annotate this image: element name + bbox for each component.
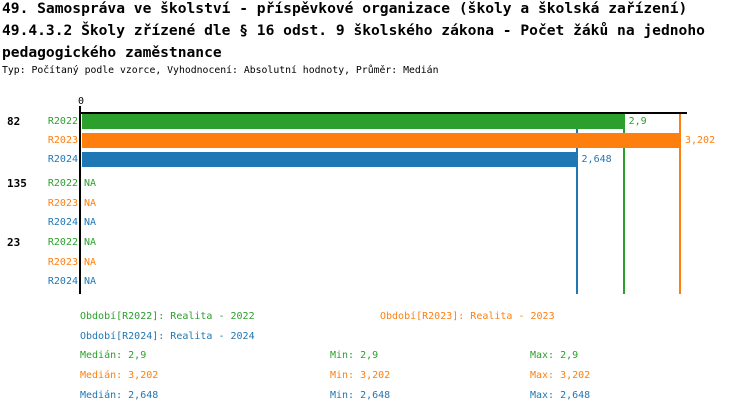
bar-value-label: 2,648	[581, 154, 612, 165]
row-label-r2024: R2024	[47, 276, 78, 287]
stat-max-r2022: Max: 2,9	[530, 350, 579, 361]
row-label-r2022: R2022	[47, 237, 78, 248]
bar-value-label: 3,202	[685, 135, 716, 146]
na-value-label: NA	[84, 217, 97, 228]
axis-origin-label: 0	[77, 96, 85, 107]
x-axis-line	[79, 112, 687, 114]
na-value-label: NA	[84, 237, 97, 248]
na-value-label: NA	[84, 256, 97, 268]
group-label: 135	[7, 176, 27, 190]
group-label: 82	[7, 114, 21, 128]
legend-item-r2024: Období[R2024]: Realita - 2024	[80, 331, 255, 342]
stat-max-r2024: Max: 2,648	[530, 390, 591, 401]
stat-median-r2022: Medián: 2,9	[80, 350, 147, 361]
y-axis-line	[79, 106, 81, 294]
row-label-r2022: R2022	[47, 116, 78, 127]
reference-line-r2022	[622, 114, 625, 294]
stat-max-r2023: Max: 3,202	[530, 370, 591, 381]
bar-r2023	[82, 133, 680, 148]
row-label-r2022: R2022	[47, 178, 78, 189]
stat-median-r2024: Medián: 2,648	[80, 390, 159, 401]
stat-min-r2022: Min: 2,9	[330, 350, 379, 361]
bar-r2024	[82, 152, 577, 167]
stat-min-r2024: Min: 2,648	[330, 390, 391, 401]
na-value-label: NA	[84, 197, 97, 209]
bar-r2022	[82, 114, 624, 129]
row-label-r2023: R2023	[47, 197, 78, 209]
row-label-r2023: R2023	[47, 135, 78, 146]
row-label-r2023: R2023	[47, 256, 78, 268]
reference-line-r2024	[575, 114, 578, 294]
reference-line-r2023	[679, 114, 681, 294]
row-label-r2024: R2024	[47, 217, 78, 228]
group-label: 23	[7, 235, 21, 249]
page-title-line-3: pedagogického zaměstnance	[2, 44, 222, 61]
stat-median-r2023: Medián: 3,202	[80, 370, 159, 381]
page-title-line-2: 49.4.3.2 Školy zřízené dle § 16 odst. 9 …	[2, 22, 705, 39]
na-value-label: NA	[84, 276, 97, 287]
page-title-line-1: 49. Samospráva ve školství - příspěvkové…	[2, 0, 688, 17]
chart-subtitle: Typ: Počítaný podle vzorce, Vyhodnocení:…	[2, 65, 439, 76]
legend-item-r2022: Období[R2022]: Realita - 2022	[80, 311, 255, 322]
legend-item-r2023: Období[R2023]: Realita - 2023	[380, 311, 555, 322]
stat-min-r2023: Min: 3,202	[330, 370, 391, 381]
bar-value-label: 2,9	[628, 116, 647, 127]
na-value-label: NA	[84, 178, 97, 189]
row-label-r2024: R2024	[47, 154, 78, 165]
